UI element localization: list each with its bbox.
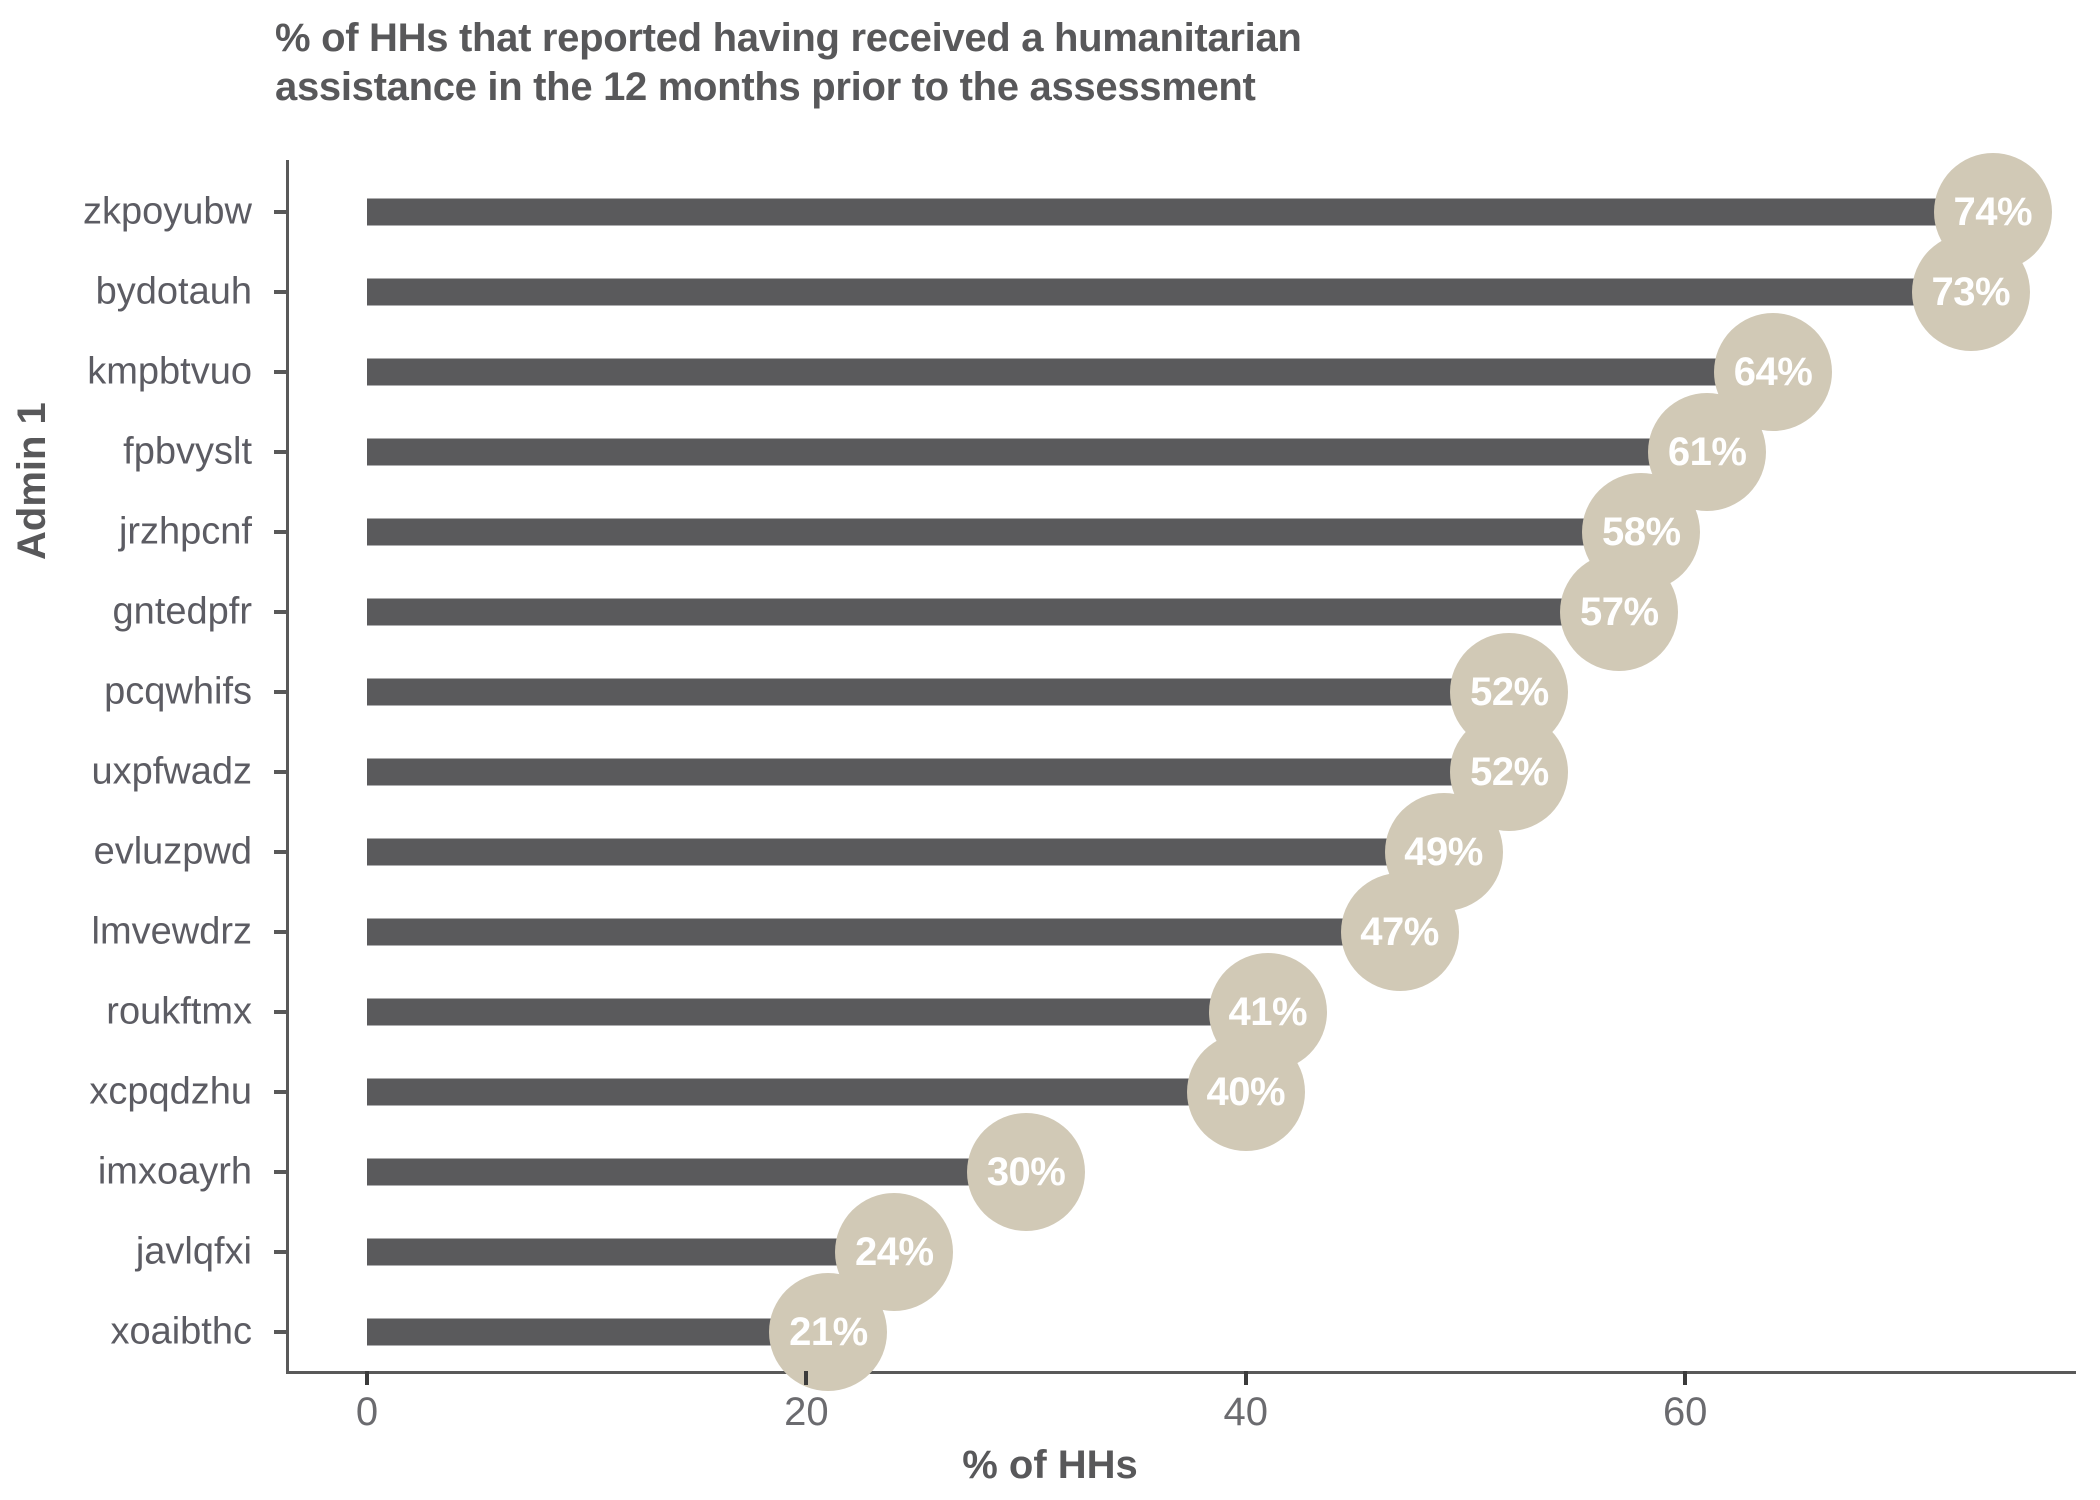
bar — [367, 518, 1642, 546]
bar-value-bubble: 57% — [1560, 553, 1679, 671]
x-axis-tick-label: 60 — [1662, 1390, 1708, 1434]
y-axis-tick — [274, 850, 287, 854]
bar — [367, 838, 1444, 866]
bar — [367, 598, 1620, 626]
y-axis-tick — [274, 210, 287, 214]
y-axis-tick — [274, 450, 287, 454]
chart-title-line-1: % of HHs that reported having received a… — [275, 16, 1302, 60]
y-axis-tick-label: kmpbtvuo — [87, 350, 252, 393]
y-axis-tick-label: javlqfxi — [135, 1230, 252, 1273]
bar — [367, 358, 1774, 386]
x-axis-tick-label: 0 — [355, 1390, 379, 1434]
y-axis-tick-label: gntedpfr — [112, 590, 252, 633]
bar — [367, 998, 1268, 1026]
y-axis-tick-label: imxoayrh — [97, 1150, 252, 1193]
chart-title: % of HHs that reported having received a… — [275, 14, 1775, 112]
y-axis-tick — [274, 1170, 287, 1174]
y-axis-tick — [274, 290, 287, 294]
y-axis-tick-label: uxpfwadz — [91, 750, 252, 793]
y-axis-tick-label: evluzpwd — [93, 830, 252, 873]
bar — [367, 198, 1993, 226]
x-axis-tick — [1683, 1371, 1688, 1385]
bar — [367, 1238, 895, 1266]
y-axis-tick-label: xoaibthc — [110, 1310, 252, 1353]
bar-value-bubble: 47% — [1340, 873, 1459, 991]
y-axis-tick — [274, 610, 287, 614]
y-axis-title: Admin 1 — [10, 402, 54, 560]
y-axis-tick — [274, 1330, 287, 1334]
bar-value-bubble: 73% — [1911, 233, 2030, 351]
y-axis-tick — [274, 690, 287, 694]
y-axis-tick-label: lmvewdrz — [91, 910, 252, 953]
y-axis-tick — [274, 1090, 287, 1094]
bar — [367, 678, 1510, 706]
x-axis-tick — [804, 1371, 809, 1385]
y-axis-tick-label: fpbvyslt — [123, 430, 252, 473]
x-axis-line — [286, 1371, 2076, 1374]
y-axis-tick — [274, 930, 287, 934]
bar — [367, 278, 1971, 306]
y-axis-tick-label: zkpoyubw — [83, 190, 252, 233]
bar — [367, 918, 1400, 946]
x-axis-tick — [365, 1371, 369, 1385]
x-axis-title: % of HHs — [962, 1443, 1138, 1487]
bar — [367, 1318, 829, 1346]
x-axis-tick-label: 20 — [784, 1390, 829, 1434]
y-axis-tick-label: pcqwhifs — [104, 670, 252, 713]
y-axis-tick — [274, 1010, 287, 1014]
y-axis-tick — [274, 370, 287, 374]
bar — [367, 1078, 1246, 1106]
bar-value-bubble: 40% — [1186, 1033, 1305, 1151]
chart-title-line-2: assistance in the 12 months prior to the… — [275, 64, 1256, 109]
y-axis-tick-label: roukftmx — [106, 990, 252, 1033]
y-axis-tick-label: xcpqdzhu — [89, 1070, 252, 1113]
bar-value-bubble: 52% — [1450, 713, 1569, 831]
bar-value-bubble: 30% — [967, 1113, 1086, 1231]
y-axis-tick-label: bydotauh — [95, 270, 252, 313]
x-axis-tick — [1243, 1371, 1248, 1385]
y-axis-line — [286, 160, 289, 1372]
bar-value-bubble: 21% — [769, 1273, 888, 1391]
bar — [367, 438, 1708, 466]
bar — [367, 758, 1510, 786]
y-axis-tick-label: jrzhpcnf — [118, 510, 252, 553]
bar-value-bubble: 61% — [1648, 393, 1767, 511]
y-axis-tick — [274, 530, 287, 534]
y-axis-tick — [274, 1250, 287, 1254]
x-axis-tick-label: 40 — [1223, 1390, 1269, 1434]
bar — [367, 1158, 1027, 1186]
y-axis-tick — [274, 770, 287, 774]
